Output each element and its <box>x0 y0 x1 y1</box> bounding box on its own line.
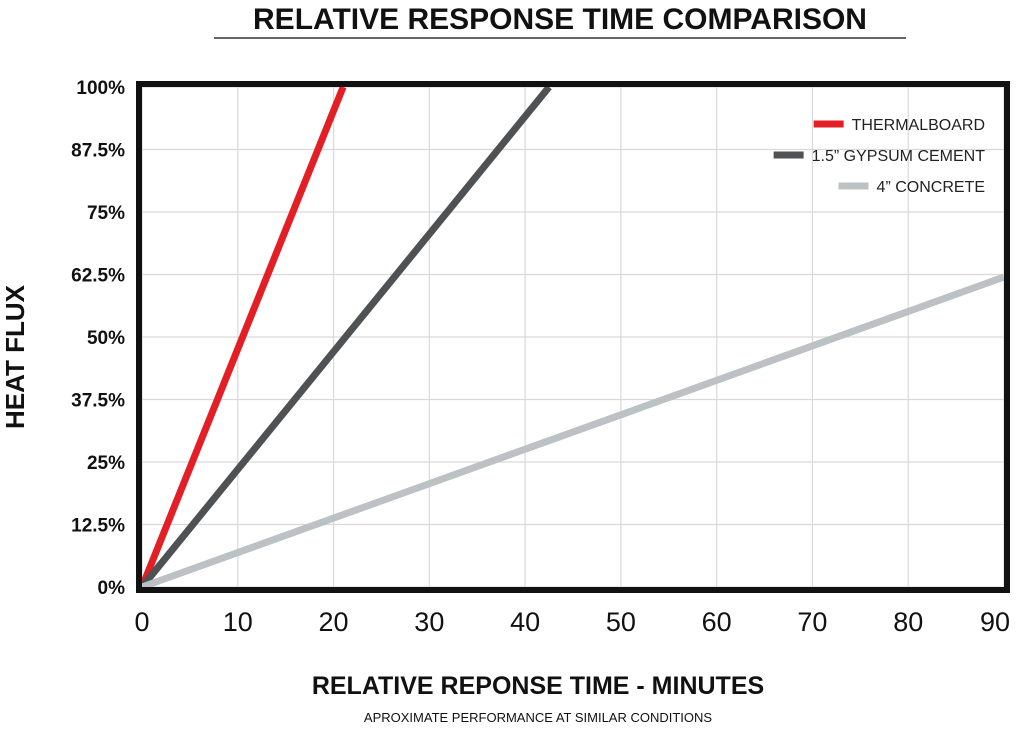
x-axis-ticks: 0 10 20 30 40 50 60 70 80 90 <box>134 607 1010 637</box>
x-tick-label: 70 <box>797 607 827 637</box>
x-tick-label: 30 <box>414 607 444 637</box>
x-tick-label: 90 <box>980 607 1010 637</box>
x-tick-label: 80 <box>893 607 923 637</box>
legend: THERMALBOARD 1.5” GYPSUM CEMENT 4” CONCRET… <box>773 117 986 196</box>
y-tick-label: 37.5% <box>71 391 125 412</box>
chart-subtitle: APROXIMATE PERFORMANCE AT SIMILAR CONDIT… <box>364 710 712 725</box>
legend-label: 4” CONCRETE <box>877 179 985 196</box>
y-tick-label: 50% <box>87 328 125 349</box>
x-tick-label: 60 <box>702 607 732 637</box>
chart-title: RELATIVE RESPONSE TIME COMPARISON <box>253 3 867 36</box>
x-tick-label: 20 <box>319 607 349 637</box>
plot-frame <box>136 81 1010 593</box>
series-lines <box>138 84 1006 591</box>
y-tick-label: 75% <box>87 203 125 224</box>
x-tick-label: 0 <box>134 607 149 637</box>
y-tick-label: 0% <box>98 578 126 599</box>
y-axis-label: HEAT FLUX <box>0 284 30 429</box>
y-tick-label: 100% <box>76 78 125 99</box>
y-axis-ticks: 0% 12.5% 25% 37.5% 50% 62.5% 75% 87.5% 100% <box>71 78 125 599</box>
x-axis-label: RELATIVE REPONSE TIME - MINUTES <box>312 672 764 700</box>
series-line <box>139 84 552 590</box>
series-line <box>138 85 347 589</box>
legend-label: 1.5” GYPSUM CEMENT <box>812 148 986 165</box>
y-tick-label: 87.5% <box>71 141 125 162</box>
y-tick-label: 62.5% <box>71 266 125 287</box>
x-tick-label: 50 <box>606 607 636 637</box>
legend-label: THERMALBOARD <box>852 117 985 134</box>
y-tick-label: 25% <box>87 453 125 474</box>
series-line <box>140 273 1006 591</box>
y-tick-label: 12.5% <box>71 516 125 537</box>
x-tick-label: 40 <box>510 607 540 637</box>
x-tick-label: 10 <box>223 607 253 637</box>
